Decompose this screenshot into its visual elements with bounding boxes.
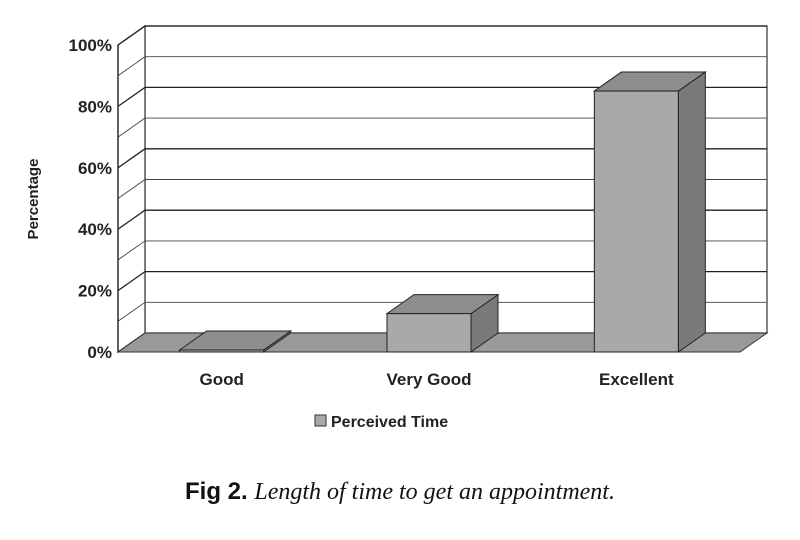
legend-swatch — [314, 414, 327, 427]
gridline — [117, 148, 767, 169]
x-category-label: Good — [199, 370, 243, 389]
bar — [178, 330, 293, 353]
bar — [592, 71, 707, 353]
y-tick-label: 40% — [78, 220, 112, 239]
y-tick-label: 60% — [78, 159, 112, 178]
minor-gridline — [117, 240, 767, 261]
x-category-label: Excellent — [599, 370, 674, 389]
bar-chart: 0% 20% 40% 60% 80% 100% Good Very Good Excellen… — [25, 24, 769, 431]
y-axis-label: Percentage — [25, 159, 42, 240]
caption-text: Length of time to get an appointment. — [254, 479, 615, 505]
y-tick-label: 20% — [78, 282, 112, 301]
bar-side — [677, 71, 706, 353]
y-tick-label: 80% — [78, 97, 112, 116]
legend-label: Perceived Time — [331, 414, 448, 431]
x-category-labels: Good Very Good Excellent — [199, 370, 674, 389]
x-category-label: Very Good — [386, 370, 471, 389]
minor-gridline — [117, 56, 767, 77]
y-tick-label: 0% — [87, 343, 112, 362]
minor-gridline — [117, 179, 767, 199]
y-tick-labels: 0% 20% 40% 60% 80% 100% — [69, 36, 112, 362]
gridline — [117, 209, 767, 230]
minor-gridline — [117, 117, 767, 138]
bar — [385, 293, 500, 353]
gridline — [117, 25, 767, 46]
bars — [178, 71, 707, 353]
bar-front — [386, 313, 472, 353]
gridline — [117, 270, 767, 292]
gridline — [117, 86, 767, 107]
y-tick-label: 100% — [69, 36, 112, 55]
bar-front — [593, 90, 679, 353]
caption-figure-number: Fig 2. — [185, 478, 248, 505]
minor-gridline — [117, 301, 767, 322]
gridlines — [117, 25, 767, 352]
legend: Perceived Time — [314, 414, 448, 431]
figure-caption: Fig 2. Length of time to get an appointm… — [0, 478, 800, 506]
bar-front — [179, 349, 265, 353]
